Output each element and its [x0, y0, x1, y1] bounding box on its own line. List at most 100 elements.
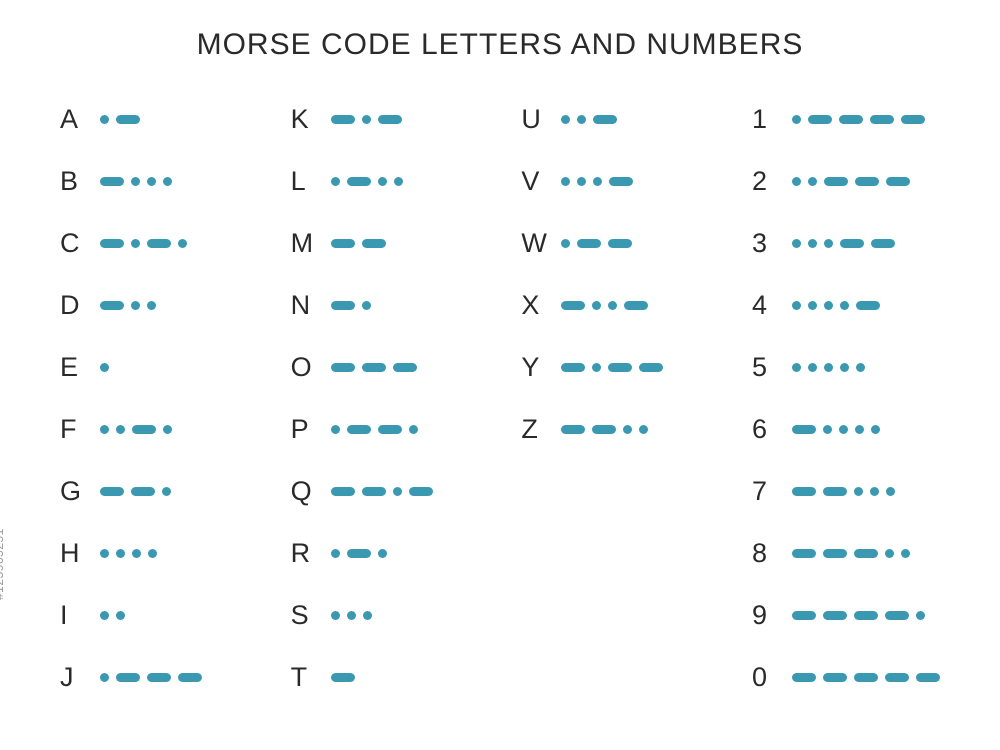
dot-icon: [394, 177, 403, 186]
dash-icon: [331, 239, 355, 248]
morse-code: [561, 239, 632, 248]
dot-icon: [561, 115, 570, 124]
dash-icon: [100, 177, 124, 186]
morse-row: G: [60, 460, 202, 522]
char-label: V: [521, 166, 561, 197]
morse-row: R: [291, 522, 433, 584]
dot-icon: [378, 549, 387, 558]
dot-icon: [808, 177, 817, 186]
morse-code: [100, 301, 156, 310]
char-label: T: [291, 662, 331, 693]
char-label: 6: [752, 414, 792, 445]
morse-code: [100, 239, 187, 248]
column-0: ABCDEFGHIJ: [60, 88, 202, 708]
dash-icon: [378, 115, 402, 124]
dot-icon: [362, 115, 371, 124]
dot-icon: [886, 487, 895, 496]
dash-icon: [854, 611, 878, 620]
morse-row: 9: [752, 584, 940, 646]
char-label: X: [521, 290, 561, 321]
dash-icon: [824, 177, 848, 186]
dot-icon: [116, 611, 125, 620]
char-label: O: [291, 352, 331, 383]
morse-code: [792, 115, 925, 124]
morse-row: M: [291, 212, 433, 274]
dash-icon: [854, 549, 878, 558]
dot-icon: [147, 301, 156, 310]
char-label: 0: [752, 662, 792, 693]
char-label: H: [60, 538, 100, 569]
char-label: F: [60, 414, 100, 445]
dot-icon: [592, 301, 601, 310]
morse-code: [100, 611, 125, 620]
dash-icon: [131, 487, 155, 496]
dash-icon: [839, 115, 863, 124]
morse-code: [100, 177, 172, 186]
columns-container: ABCDEFGHIJKLMNOPQRSTUVWXYZ1234567890: [60, 88, 940, 708]
morse-code: [100, 673, 202, 682]
dot-icon: [131, 301, 140, 310]
column-2: UVWXYZ: [521, 88, 663, 708]
dash-icon: [561, 301, 585, 310]
morse-code: [331, 239, 386, 248]
morse-row: H: [60, 522, 202, 584]
dash-icon: [823, 487, 847, 496]
dot-icon: [577, 177, 586, 186]
char-label: Z: [521, 414, 561, 445]
dot-icon: [163, 177, 172, 186]
morse-code: [331, 611, 372, 620]
dash-icon: [855, 177, 879, 186]
morse-code: [561, 177, 633, 186]
morse-row: Y: [521, 336, 663, 398]
char-label: J: [60, 662, 100, 693]
dash-icon: [609, 177, 633, 186]
dash-icon: [331, 673, 355, 682]
dash-icon: [331, 115, 355, 124]
dot-icon: [792, 363, 801, 372]
char-label: 3: [752, 228, 792, 259]
dash-icon: [561, 425, 585, 434]
morse-code: [100, 425, 172, 434]
dot-icon: [131, 239, 140, 248]
morse-row: E: [60, 336, 202, 398]
dot-icon: [824, 301, 833, 310]
dash-icon: [100, 301, 124, 310]
dot-icon: [100, 549, 109, 558]
char-label: Y: [521, 352, 561, 383]
morse-row: 7: [752, 460, 940, 522]
char-label: 7: [752, 476, 792, 507]
morse-row: 1: [752, 88, 940, 150]
morse-code: [561, 301, 648, 310]
morse-code: [792, 301, 880, 310]
char-label: A: [60, 104, 100, 135]
char-label: P: [291, 414, 331, 445]
dash-icon: [393, 363, 417, 372]
dot-icon: [577, 115, 586, 124]
dot-icon: [116, 425, 125, 434]
morse-row: 6: [752, 398, 940, 460]
dash-icon: [885, 673, 909, 682]
morse-row: O: [291, 336, 433, 398]
morse-code: [331, 363, 417, 372]
dot-icon: [808, 363, 817, 372]
dot-icon: [163, 425, 172, 434]
morse-row: 3: [752, 212, 940, 274]
dot-icon: [870, 487, 879, 496]
column-1: KLMNOPQRST: [291, 88, 433, 708]
morse-row: T: [291, 646, 433, 708]
dash-icon: [624, 301, 648, 310]
char-label: 1: [752, 104, 792, 135]
morse-code: [100, 487, 171, 496]
char-label: K: [291, 104, 331, 135]
char-label: B: [60, 166, 100, 197]
dash-icon: [823, 611, 847, 620]
morse-row: 4: [752, 274, 940, 336]
morse-row: U: [521, 88, 663, 150]
char-label: W: [521, 228, 561, 259]
dash-icon: [792, 673, 816, 682]
dash-icon: [178, 673, 202, 682]
morse-row: F: [60, 398, 202, 460]
morse-row: X: [521, 274, 663, 336]
morse-code: [331, 177, 403, 186]
dot-icon: [378, 177, 387, 186]
